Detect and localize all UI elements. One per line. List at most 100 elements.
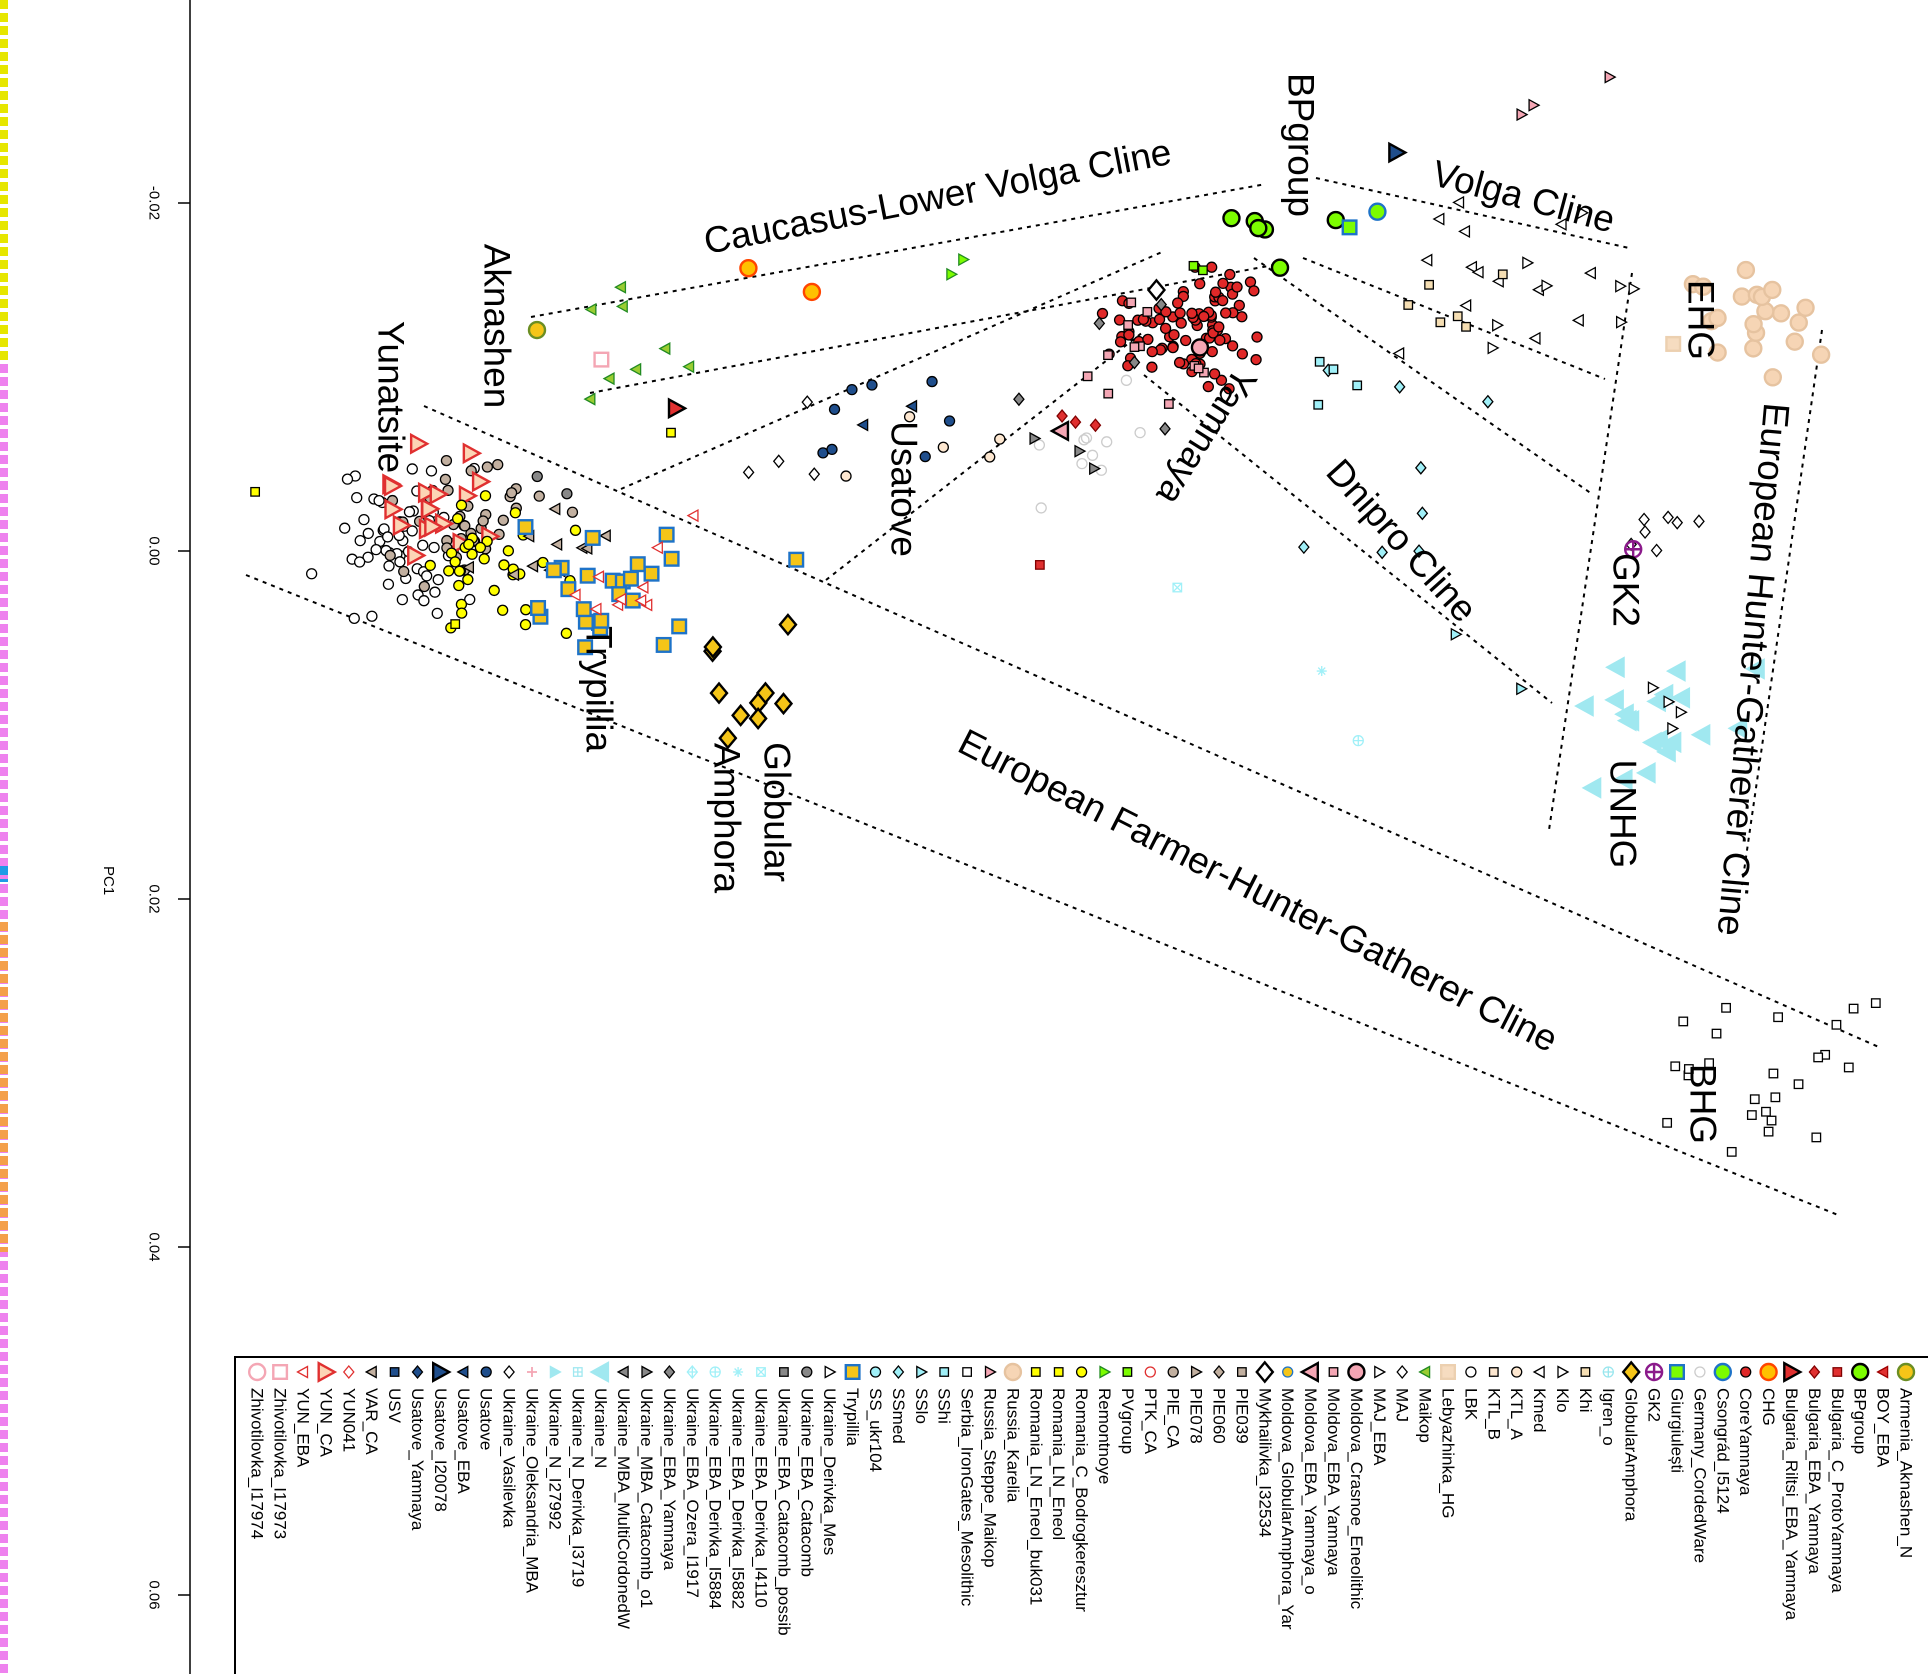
data-point <box>462 573 474 586</box>
legend-entry-label: Zhivotilovka_I17974 <box>247 1388 267 1540</box>
data-point <box>362 551 374 563</box>
data-point <box>686 508 699 523</box>
legend-symbol <box>1418 1365 1431 1379</box>
data-point <box>1352 380 1363 391</box>
data-point <box>592 570 605 584</box>
legend-entry-label: MAJ <box>1392 1388 1412 1422</box>
legend-symbol <box>1759 1362 1778 1382</box>
data-point <box>636 580 649 594</box>
data-point <box>1813 1052 1824 1063</box>
data-point <box>772 454 785 469</box>
data-point <box>1193 363 1204 374</box>
data-point <box>739 258 758 278</box>
legend-entry-label: Lebyazhinka_HG <box>1438 1388 1458 1519</box>
legend-entry-label: PIE078 <box>1186 1388 1206 1444</box>
data-point <box>598 529 611 543</box>
efhg-cline-upper-line <box>423 405 1882 1049</box>
data-point <box>1528 331 1541 345</box>
legend-symbol <box>1783 1361 1803 1383</box>
data-point <box>1313 399 1324 410</box>
data-point <box>1328 364 1339 375</box>
data-point <box>560 627 573 639</box>
legend-entry-label: BPgroup <box>1850 1388 1870 1455</box>
annotation-aknashen: Aknashen <box>476 243 518 409</box>
data-point <box>1033 439 1046 451</box>
data-point <box>593 351 610 368</box>
data-point <box>1249 218 1268 238</box>
legend-entry-label: Bulgaria_EBA_Yamnaya <box>1804 1388 1824 1574</box>
legend-entry-label: Ukraine_N <box>591 1388 611 1469</box>
legend-entry-label: Ukraine_Oleksandria_MBA <box>522 1388 542 1594</box>
legend-entry-label: Usatove <box>476 1388 496 1451</box>
data-point <box>424 559 436 572</box>
legend-symbol <box>456 1365 469 1379</box>
legend-symbol <box>317 1361 338 1383</box>
legend-symbol <box>342 1364 355 1380</box>
data-point <box>1069 415 1082 430</box>
data-point <box>498 559 510 571</box>
data-point <box>1208 368 1221 380</box>
data-point <box>1726 1146 1737 1157</box>
data-point <box>1461 321 1471 332</box>
legend-entry-label: Ukraine_EBA_Catacomb_possib <box>774 1388 794 1636</box>
data-point <box>1393 379 1406 394</box>
annotation-unhg: UNHG <box>1602 759 1644 869</box>
data-point <box>305 568 318 580</box>
legend-symbol <box>1740 1366 1752 1378</box>
data-point <box>1146 278 1167 302</box>
legend-symbol <box>1644 1362 1664 1382</box>
legend-symbol <box>1532 1365 1545 1379</box>
data-point <box>1670 687 1691 709</box>
legend-symbol <box>1511 1366 1523 1378</box>
data-point <box>1675 705 1688 719</box>
data-point <box>1159 421 1171 436</box>
pc1-tick-label: 0.02 <box>145 884 163 914</box>
data-point <box>382 531 394 543</box>
data-point <box>1727 717 1748 740</box>
data-point <box>682 360 695 374</box>
data-point <box>1616 709 1637 732</box>
caucasus-cline-lower-line <box>589 263 1280 394</box>
data-point <box>1163 399 1174 409</box>
legend-symbol <box>1213 1364 1225 1380</box>
dnipro-cline-upper-line <box>1253 257 1593 495</box>
data-point <box>520 604 532 616</box>
data-point <box>396 593 409 606</box>
data-point <box>1134 427 1146 439</box>
data-point <box>748 707 768 730</box>
data-point <box>1352 735 1364 747</box>
data-point <box>250 486 261 497</box>
legend-symbol <box>1282 1366 1294 1378</box>
data-point <box>1577 206 1590 220</box>
data-point <box>602 372 615 386</box>
data-point <box>481 461 494 473</box>
data-point <box>1667 721 1680 736</box>
legend-symbol <box>1347 1362 1366 1382</box>
legend-entry-label: Ukraine_MBA_Catacomb_o1 <box>637 1388 656 1609</box>
data-point <box>453 579 465 592</box>
legend-entry-label: Ukraine_EBA_Derivka_I5884 <box>705 1388 725 1610</box>
legend-symbol <box>1488 1367 1499 1377</box>
legend-entry-label: Ukraine_EBA_Derivka_I4110 <box>751 1388 771 1608</box>
data-point <box>1639 524 1651 540</box>
legend-entry-label: Ukraine_EBA_Derivka_I5882 <box>728 1388 748 1610</box>
data-point <box>1202 380 1214 393</box>
data-point <box>801 395 814 410</box>
data-point <box>731 703 751 727</box>
legend-entry-label: PIE039 <box>1232 1388 1252 1444</box>
legend-entry-label: Igren_o <box>1598 1388 1618 1446</box>
legend-entry-label: YUN_CA <box>316 1388 336 1457</box>
legend-symbol <box>480 1366 492 1378</box>
data-point <box>1662 510 1674 525</box>
data-point <box>1194 278 1206 290</box>
legend-symbol <box>1602 1366 1614 1378</box>
legend-symbol <box>527 1367 537 1377</box>
data-point <box>1796 298 1815 318</box>
data-point <box>650 541 663 555</box>
legend-symbol <box>1030 1367 1041 1377</box>
legend-symbol <box>549 1365 562 1379</box>
data-point <box>1128 355 1141 370</box>
data-point <box>666 427 676 438</box>
data-point <box>1186 307 1198 319</box>
